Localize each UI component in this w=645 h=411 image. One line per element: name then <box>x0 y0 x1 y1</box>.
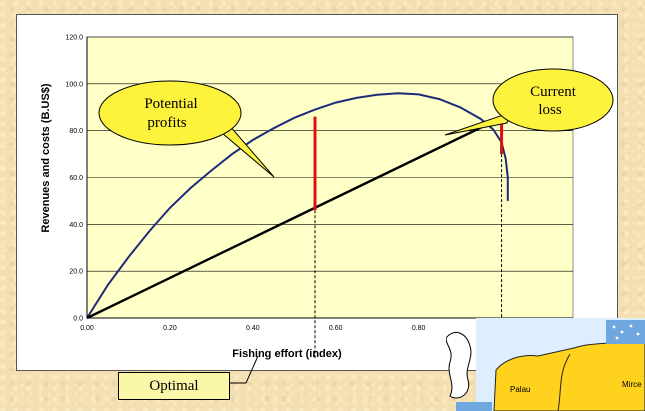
x-tick-label: 0.80 <box>412 325 426 332</box>
x-tick-label: 0.60 <box>329 325 343 332</box>
callout-bubble <box>98 80 242 146</box>
y-tick-label: 120.0 <box>65 35 83 42</box>
y-tick-label: 0.0 <box>73 316 83 323</box>
chart-frame: 0.0 20.0 40.0 60.0 80.0 100.0 120.0 0.00 0.20 0.… <box>16 14 618 371</box>
callout-line-2: loss <box>538 102 562 118</box>
flag-stars <box>612 324 640 340</box>
y-axis-title: Revenues and costs (B.US$) <box>40 83 52 232</box>
revenue-curve <box>86 92 509 319</box>
x-tick-label: 0.00 <box>80 325 94 332</box>
callout-line-1: Current <box>530 84 577 100</box>
callout-line-1: Potential <box>144 96 197 112</box>
x-tick-label: 0.40 <box>246 325 260 332</box>
x-drop-lines <box>314 154 503 358</box>
y-tick-label: 80.0 <box>69 128 83 135</box>
x-tick-label: 0.20 <box>163 325 177 332</box>
map-flag-patch <box>606 320 645 344</box>
chart-canvas: 0.0 20.0 40.0 60.0 80.0 100.0 120.0 0.00 0.20 0.… <box>40 35 614 360</box>
inset-map: Palau Mirce <box>446 318 645 411</box>
y-tick-label: 100.0 <box>65 81 83 88</box>
y-tick-label: 60.0 <box>69 175 83 182</box>
current-loss-callout: Current loss <box>444 68 614 136</box>
map-label-palau: Palau <box>510 385 530 394</box>
map-island-outline <box>446 331 472 399</box>
callout-bubble <box>492 68 614 132</box>
potential-profits-callout: Potential profits <box>98 80 275 178</box>
map-label-mirce: Mirce <box>622 380 642 389</box>
x-axis-title: Fishing effort (index) <box>232 348 342 360</box>
map-flag-patch-small <box>456 402 492 411</box>
y-tick-labels: 0.0 20.0 40.0 60.0 80.0 100.0 120.0 <box>65 35 83 323</box>
callout-line-2: profits <box>147 115 186 131</box>
x-tick-labels: 0.000.200.400.600.801.00 <box>80 325 508 332</box>
y-tick-label: 40.0 <box>69 222 83 229</box>
optimal-label: Optimal <box>118 372 230 400</box>
y-tick-label: 20.0 <box>69 269 83 276</box>
map-border <box>557 353 571 411</box>
